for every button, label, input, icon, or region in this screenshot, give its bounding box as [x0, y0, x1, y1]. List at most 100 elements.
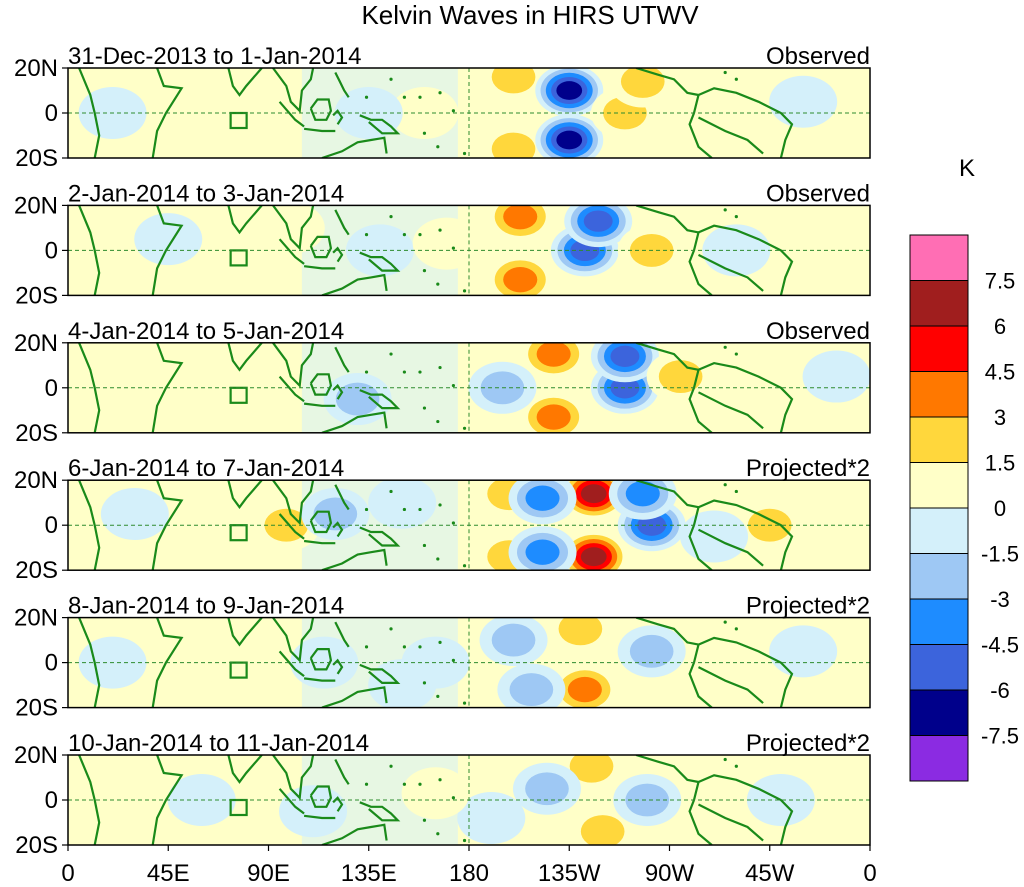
anomaly-blob [100, 487, 169, 540]
colorbar-swatch [909, 735, 969, 782]
panel-2: 2-Jan-2014 to 3-Jan-2014 Observed 20N 0 20S [14, 180, 871, 309]
colorbar-label: 6 [994, 314, 1006, 339]
colorbar-label: -6 [990, 678, 1010, 703]
colorbar-label: -1.5 [981, 542, 1019, 567]
anomaly-blob [290, 636, 359, 689]
anomaly-blob [256, 205, 325, 254]
anomaly-blob [457, 792, 526, 844]
lon-tick-label: 45E [147, 860, 190, 887]
anomaly-blob [608, 68, 677, 108]
anomaly-blob [519, 342, 588, 381]
colorbar-swatch [909, 462, 969, 509]
longitude-axis: 0 45E 90E 135E 180 135W 90W 45W 0 [61, 845, 877, 887]
lat-tick-label: 20N [14, 467, 58, 494]
anomaly-blob [613, 774, 682, 826]
lon-tick-label: 90W [645, 860, 695, 887]
anomaly-blob [167, 98, 236, 151]
lat-tick-label: 20N [14, 192, 58, 219]
panel-date-range: 2-Jan-2014 to 3-Jan-2014 [68, 180, 344, 207]
anomaly-blob [301, 487, 370, 540]
panel-date-range: 4-Jan-2014 to 5-Jan-2014 [68, 318, 344, 345]
anomaly-blob [769, 75, 838, 128]
coastlines [78, 68, 794, 158]
anomaly-blob [390, 87, 459, 139]
anomaly-blob [535, 114, 604, 158]
colorbar-swatch [909, 644, 969, 691]
lat-tick-label: 0 [45, 650, 58, 677]
lon-tick-label: 0 [863, 860, 876, 887]
anomaly-blob [412, 217, 481, 270]
panel-6: 10-Jan-2014 to 11-Jan-2014 Projected*2 20N… [14, 730, 871, 859]
anomaly-blob [564, 205, 633, 248]
colorbar-label: -4.5 [981, 633, 1019, 658]
panel-label: Observed [766, 318, 870, 345]
lon-tick-label: 180 [449, 860, 489, 887]
colorbar-swatch [909, 280, 969, 327]
panel-label: Projected*2 [746, 730, 870, 757]
anomaly-blob [568, 805, 637, 845]
anomaly-blob [323, 373, 392, 426]
coastlines [78, 342, 794, 433]
lat-tick-label: 20S [15, 832, 58, 859]
colorbar-label: 3 [994, 405, 1006, 430]
panel-stack: 31-Dec-2013 to 1-Jan-2014 Observed 20N 0 20S… [14, 43, 871, 859]
anomaly-blob [508, 480, 577, 525]
anomaly-blob [497, 663, 566, 708]
anomaly-blob [212, 355, 281, 408]
lat-tick-label: 0 [45, 787, 58, 814]
anomaly-field [212, 342, 870, 433]
anomaly-blob [546, 617, 615, 655]
colorbar-swatch [909, 553, 969, 600]
panel-3: 4-Jan-2014 to 5-Jan-2014 Observed 20N 0 20S [14, 318, 871, 447]
coastlines [78, 205, 794, 296]
anomaly-blob [479, 123, 548, 158]
colorbar: 7.5 6 4.5 3 1.5 0 -1.5 -3 -4.5 -6 -7.5 [909, 234, 1019, 782]
colorbar-swatch [909, 689, 969, 736]
colorbar-label: -7.5 [981, 724, 1019, 749]
lon-tick-label: 135E [341, 860, 397, 887]
anomaly-blob [550, 663, 619, 708]
colorbar-label: 1.5 [985, 451, 1016, 476]
anomaly-field [78, 68, 838, 158]
lat-tick-label: 20S [15, 282, 58, 309]
colorbar-unit: K [959, 155, 975, 182]
lat-tick-label: 20S [15, 557, 58, 584]
colorbar-swatch [909, 371, 969, 418]
lat-tick-label: 0 [45, 100, 58, 127]
anomaly-blob [401, 767, 470, 820]
lon-tick-label: 135W [538, 860, 601, 887]
anomaly-blob [368, 480, 437, 529]
anomaly-blob [535, 68, 604, 117]
anomaly-field [100, 480, 804, 571]
panel-date-range: 10-Jan-2014 to 11-Jan-2014 [68, 730, 369, 757]
colorbar-swatch [909, 598, 969, 645]
panel-label: Projected*2 [746, 593, 870, 620]
lat-tick-label: 20N [14, 605, 58, 632]
lon-tick-label: 90E [247, 860, 290, 887]
panel-label: Observed [766, 43, 870, 70]
panel-label: Observed [766, 180, 870, 207]
panel-date-range: 6-Jan-2014 to 7-Jan-2014 [68, 455, 344, 482]
anomaly-blob [479, 68, 548, 103]
lat-tick-label: 0 [45, 512, 58, 539]
coastlines [78, 480, 794, 571]
anomaly-blob [486, 253, 555, 296]
colorbar-label: -3 [990, 587, 1010, 612]
anomaly-blob [368, 659, 437, 708]
coastlines [78, 755, 794, 845]
panel-5: 8-Jan-2014 to 9-Jan-2014 Projected*2 20N 0 2… [14, 593, 871, 722]
panel-1: 31-Dec-2013 to 1-Jan-2014 Observed 20N 0 20S [14, 43, 871, 172]
lat-tick-label: 20N [14, 742, 58, 769]
anomaly-blob [559, 530, 628, 571]
lat-tick-label: 20N [14, 55, 58, 82]
colorbar-swatch [909, 325, 969, 372]
anomaly-blob [486, 205, 555, 243]
anomaly-blob [508, 526, 577, 571]
coastlines [78, 617, 794, 708]
anomaly-blob [134, 213, 203, 266]
colorbar-label: 0 [994, 496, 1006, 521]
lat-tick-label: 20S [15, 145, 58, 172]
lon-tick-label: 0 [61, 860, 74, 887]
anomaly-blob [608, 480, 677, 520]
